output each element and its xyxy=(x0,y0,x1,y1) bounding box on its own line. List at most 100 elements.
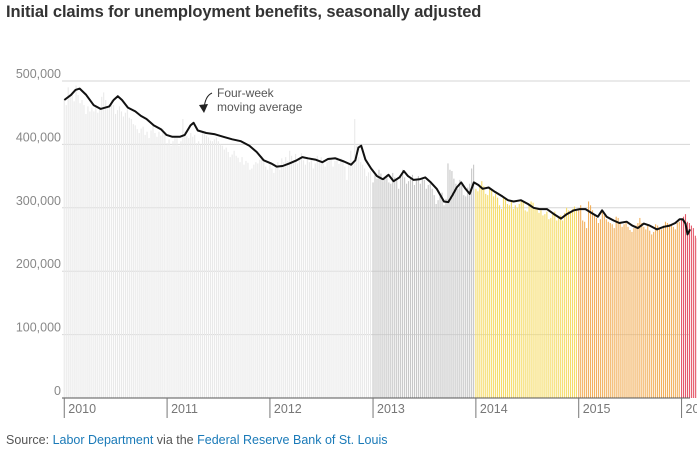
bar xyxy=(512,209,514,398)
bar xyxy=(312,168,314,398)
bar xyxy=(99,108,101,399)
bar xyxy=(520,200,522,398)
bar xyxy=(548,219,550,398)
bar xyxy=(427,184,429,398)
bar xyxy=(439,193,441,398)
bar xyxy=(101,96,103,398)
bar xyxy=(441,192,443,398)
y-tick-label: 100,000 xyxy=(16,321,61,335)
bar xyxy=(130,119,132,398)
source-link-labor-department[interactable]: Labor Department xyxy=(52,433,154,447)
bar xyxy=(113,105,115,398)
bar xyxy=(542,215,544,398)
bar xyxy=(69,94,71,398)
annotation-line-2: moving average xyxy=(217,100,303,114)
bar xyxy=(386,174,388,398)
bar xyxy=(455,183,457,398)
bar xyxy=(423,179,425,398)
bar xyxy=(116,110,119,398)
bar xyxy=(445,198,447,398)
bar xyxy=(267,169,269,398)
bar xyxy=(348,163,350,398)
bar xyxy=(453,178,455,398)
bar xyxy=(376,178,378,398)
bar xyxy=(213,139,215,398)
bar xyxy=(384,177,386,398)
bar xyxy=(615,216,617,398)
bar xyxy=(463,195,465,398)
bar xyxy=(415,178,417,398)
bar xyxy=(188,138,190,398)
bar xyxy=(134,125,136,398)
bar xyxy=(580,205,582,398)
bar xyxy=(655,224,657,398)
x-tick-label: 2012 xyxy=(274,402,302,416)
source-link-fed-st-louis[interactable]: Federal Reserve Bank of St. Louis xyxy=(197,433,388,447)
bar xyxy=(247,162,249,398)
bar xyxy=(350,150,352,398)
bar xyxy=(605,219,607,398)
bar xyxy=(217,141,219,399)
bar xyxy=(296,163,299,398)
bar xyxy=(332,166,334,398)
bar xyxy=(271,168,273,398)
bar xyxy=(641,223,643,398)
bar xyxy=(487,195,489,398)
bar xyxy=(672,226,674,398)
bar xyxy=(170,145,172,398)
bar xyxy=(168,139,170,398)
bar xyxy=(554,211,556,398)
bar xyxy=(369,171,372,398)
bar xyxy=(419,183,421,398)
bar xyxy=(103,92,105,398)
bar xyxy=(400,174,402,398)
weekly-bars xyxy=(63,85,697,399)
bar xyxy=(406,183,408,398)
bar xyxy=(162,128,164,399)
bar xyxy=(489,188,491,398)
bar xyxy=(342,162,344,398)
bar xyxy=(601,210,603,398)
bar xyxy=(245,160,247,398)
bar xyxy=(637,223,639,398)
bar xyxy=(174,136,176,399)
bar xyxy=(451,171,453,398)
bar xyxy=(479,184,481,398)
bar xyxy=(289,150,291,398)
bar xyxy=(196,143,198,398)
bar xyxy=(223,149,225,398)
y-tick-label: 200,000 xyxy=(16,257,61,271)
bar xyxy=(611,224,613,398)
bar xyxy=(653,231,655,398)
bar xyxy=(211,141,213,399)
bar xyxy=(417,176,419,398)
bar xyxy=(684,214,687,398)
bar xyxy=(409,177,412,398)
bar xyxy=(91,107,93,398)
bar xyxy=(360,162,362,398)
bar xyxy=(118,106,121,399)
bar xyxy=(229,157,231,398)
bar xyxy=(524,210,526,398)
bar xyxy=(491,190,493,398)
bar xyxy=(526,211,528,398)
bar xyxy=(154,132,156,399)
annotation-line-1: Four-week xyxy=(217,86,275,100)
bar xyxy=(227,152,229,398)
bar xyxy=(421,178,423,398)
bar xyxy=(63,100,65,399)
bar xyxy=(546,211,548,398)
bar xyxy=(300,153,303,398)
bar xyxy=(275,164,277,398)
bar xyxy=(192,136,194,399)
bar xyxy=(660,229,663,398)
bar xyxy=(330,159,332,398)
bar xyxy=(461,184,463,398)
bar xyxy=(316,155,318,398)
bar xyxy=(609,223,611,398)
bar xyxy=(390,183,392,398)
bar xyxy=(241,157,243,398)
bar xyxy=(690,225,692,398)
bar xyxy=(607,221,609,398)
bar xyxy=(398,188,400,398)
